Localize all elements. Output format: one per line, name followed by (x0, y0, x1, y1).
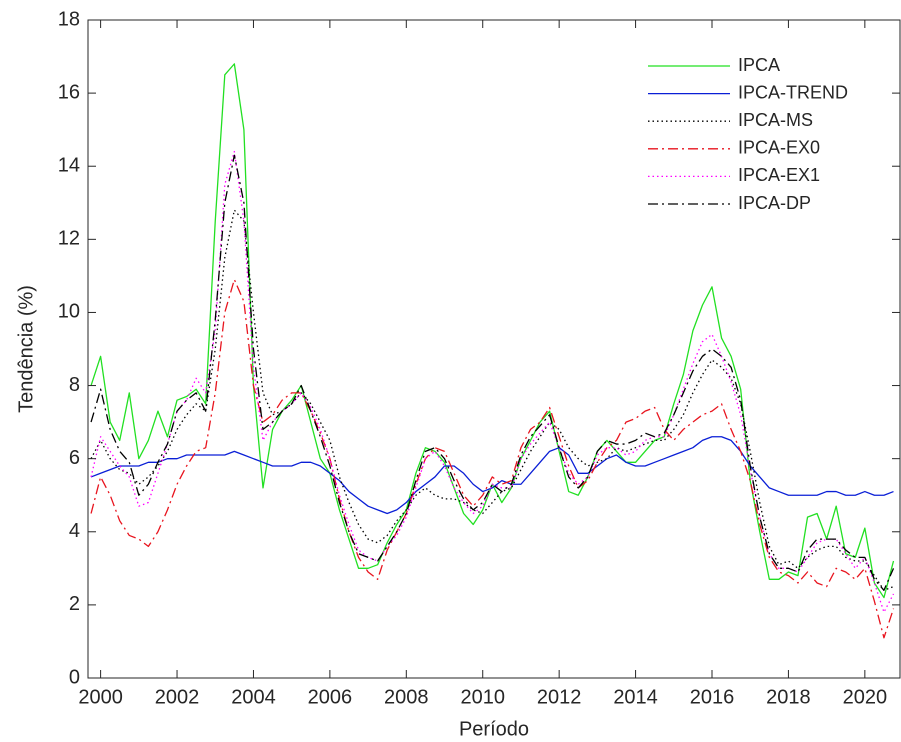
x-tick-label: 2014 (613, 686, 658, 708)
series-line (90, 150, 895, 613)
y-tick-label: 14 (58, 155, 80, 177)
y-tick-label: 12 (58, 228, 80, 250)
series-line (90, 209, 894, 591)
legend-label: IPCA-MS (738, 110, 813, 130)
series-line (90, 278, 895, 639)
legend-label: IPCA-EX0 (738, 138, 820, 158)
x-tick-label: 2008 (384, 686, 429, 708)
x-tick-label: 2000 (78, 686, 123, 708)
legend-label: IPCA (738, 55, 780, 75)
x-tick-label: 2018 (766, 686, 811, 708)
x-tick-label: 2016 (690, 686, 735, 708)
plot-frame (87, 19, 901, 679)
y-tick-label: 16 (58, 81, 80, 103)
series-line (90, 436, 894, 515)
y-tick-label: 6 (69, 447, 80, 469)
x-tick-label: 2002 (155, 686, 200, 708)
x-tick-label: 2004 (231, 686, 276, 708)
y-tick-label: 18 (58, 8, 80, 30)
x-tick-label: 2012 (537, 686, 582, 708)
x-tick-label: 2006 (308, 686, 353, 708)
x-tick-label: 2020 (843, 686, 888, 708)
legend-label: IPCA-TREND (738, 82, 848, 102)
y-tick-label: 0 (69, 666, 80, 688)
y-tick-label: 4 (69, 520, 80, 542)
y-tick-label: 8 (69, 374, 80, 396)
plot-lines (90, 63, 895, 639)
y-tick-label: 2 (69, 593, 80, 615)
legend-label: IPCA-EX1 (738, 165, 820, 185)
y-axis-label: Tendência (%) (15, 285, 37, 413)
y-tick-label: 10 (58, 301, 80, 323)
x-tick-label: 2010 (460, 686, 505, 708)
series-line (90, 154, 895, 591)
x-axis-label: Período (459, 718, 529, 740)
legend-label: IPCA-DP (738, 193, 811, 213)
